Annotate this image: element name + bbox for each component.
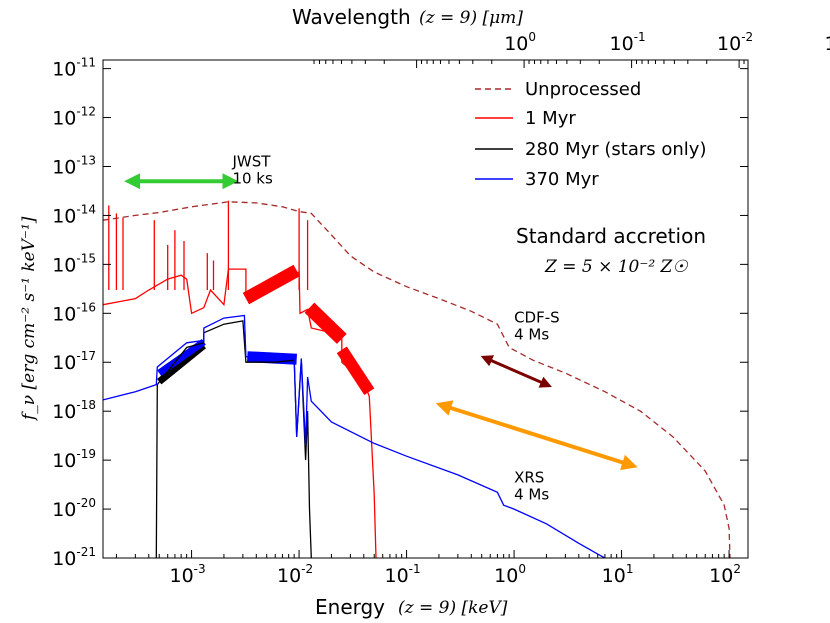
y-tick-label-7: 10-18 [52,398,96,423]
band-1myr-b [304,302,347,344]
legend-label-280myr: 280 Myr (stars only) [525,139,706,160]
annotation-arrow-xrs [435,400,638,471]
y-tick-label-8-exponent: -19 [76,447,96,461]
x-axis-title: Energy [315,595,385,619]
x-tick-label-0: 10-3 [169,562,205,587]
legend: Unprocessed 1 Myr 280 Myr (stars only) 3… [475,79,706,190]
y-tick-label-1-exponent: -12 [76,105,96,119]
y-tick-label-7-exponent: -18 [76,398,96,412]
x2-tick-label-0-exponent: 0 [528,30,536,44]
x2-tick-label-2-exponent: -2 [741,30,753,44]
x-tick-label-5-exponent: 2 [733,562,741,576]
annotation-sublabel-jwst: 10 ks [232,169,273,187]
model-label: Standard accretion [516,224,706,248]
series-line-370-myr [103,314,606,558]
x2-tick-label-0-base: 10 [504,33,528,55]
legend-label-1myr: 1 Myr [525,108,576,129]
y-tick-label-0: 10-11 [52,56,96,81]
y-tick-label-9-base: 10 [52,499,76,521]
x2-axis-title: Wavelength [292,5,411,29]
y-tick-label-7-base: 10 [52,401,76,423]
y-tick-label-5: 10-16 [52,300,96,325]
x2-tick-label-1-exponent: -1 [634,30,646,44]
y-tick-label-1-base: 10 [52,108,76,130]
band-280myr [156,342,207,385]
series-layer [103,200,731,558]
y-tick-label-4-base: 10 [52,254,76,276]
x2-tick-label-1: 10-1 [610,30,646,55]
x2-axis-title-math: (z = 9) [μm] [419,8,523,28]
x-tick-label-4: 101 [602,562,634,587]
x2-tick-label-2-base: 10 [717,33,741,55]
y-axis-title: f_ν [erg cm⁻² s⁻¹ keV⁻¹] [19,216,39,422]
annotation-sublabel-cdfs: 4 Ms [514,325,549,343]
plot-frame [102,59,749,559]
y-tick-label-4: 10-15 [52,251,96,276]
y-tick-label-5-exponent: -16 [76,300,96,314]
y-tick-label-3-exponent: -14 [76,202,96,216]
band-370myr-a [157,339,206,376]
y-tick-label-10: 10-21 [52,545,96,570]
x-tick-label-3-exponent: 0 [518,562,526,576]
x2-tick-label-3-base: 10 [825,33,830,55]
y-tick-label-10-exponent: -21 [76,545,96,559]
series-line-280-myr-stars-only [155,320,312,558]
x-tick-label-5-base: 10 [709,565,733,587]
x-tick-label-4-exponent: 1 [626,562,634,576]
x-tick-label-3-base: 10 [494,565,518,587]
x-tick-label-2-exponent: -1 [409,562,421,576]
y-tick-label-1: 10-12 [52,105,96,130]
y-tick-label-2: 10-13 [52,153,96,178]
y-tick-label-6-exponent: -17 [76,349,96,363]
y-tick-label-5-base: 10 [52,303,76,325]
annotation-label-cdfs: CDF-S [514,308,560,326]
model-math: Z = 5 × 10⁻² Z☉ [544,257,688,277]
series-line-unprocessed [103,201,731,558]
y-tick-label-2-base: 10 [52,156,76,178]
x-axis-title-math: (z = 9) [keV] [398,598,508,618]
x2-tick-label-3: 10-3 [825,30,830,55]
annotation-arrow-cdfs [480,355,552,388]
y-tick-label-8-base: 10 [52,450,76,472]
x2-tick-label-0: 100 [504,30,536,55]
y-tick-label-2-exponent: -13 [76,153,96,167]
y-tick-label-9: 10-20 [52,496,96,521]
x-tick-label-5: 102 [709,562,741,587]
y-tick-label-3: 10-14 [52,202,96,227]
annotation-label-xrs: XRS [514,468,544,486]
x-tick-label-0-exponent: -3 [194,562,206,576]
x-tick-label-1-base: 10 [277,565,301,587]
x-tick-label-0-base: 10 [169,565,193,587]
x-tick-label-3: 100 [494,562,526,587]
x-tick-label-1-exponent: -2 [301,562,313,576]
y-tick-label-6: 10-17 [52,349,96,374]
y-tick-label-10-base: 10 [52,548,76,570]
x-tick-label-4-base: 10 [602,565,626,587]
x-tick-label-2: 10-1 [384,562,420,587]
x2-tick-label-2: 10-2 [717,30,753,55]
legend-label-unprocessed: Unprocessed [525,79,641,100]
y-tick-label-0-base: 10 [52,59,76,81]
y-tick-label-9-exponent: -20 [76,496,96,510]
y-tick-label-6-base: 10 [52,352,76,374]
y-tick-label-3-base: 10 [52,205,76,227]
x-tick-label-2-base: 10 [384,565,408,587]
annotation-sublabel-xrs: 4 Ms [514,485,549,503]
annotation-label-jwst: JWST [231,152,271,170]
x2-tick-label-1-base: 10 [610,33,634,55]
series-line-1-myr [103,268,377,558]
y-tick-label-0-exponent: -11 [76,56,96,70]
y-tick-label-4-exponent: -15 [76,251,96,265]
y-tick-label-8: 10-19 [52,447,96,472]
x-tick-label-1: 10-2 [277,562,313,587]
legend-label-370myr: 370 Myr [525,169,599,190]
